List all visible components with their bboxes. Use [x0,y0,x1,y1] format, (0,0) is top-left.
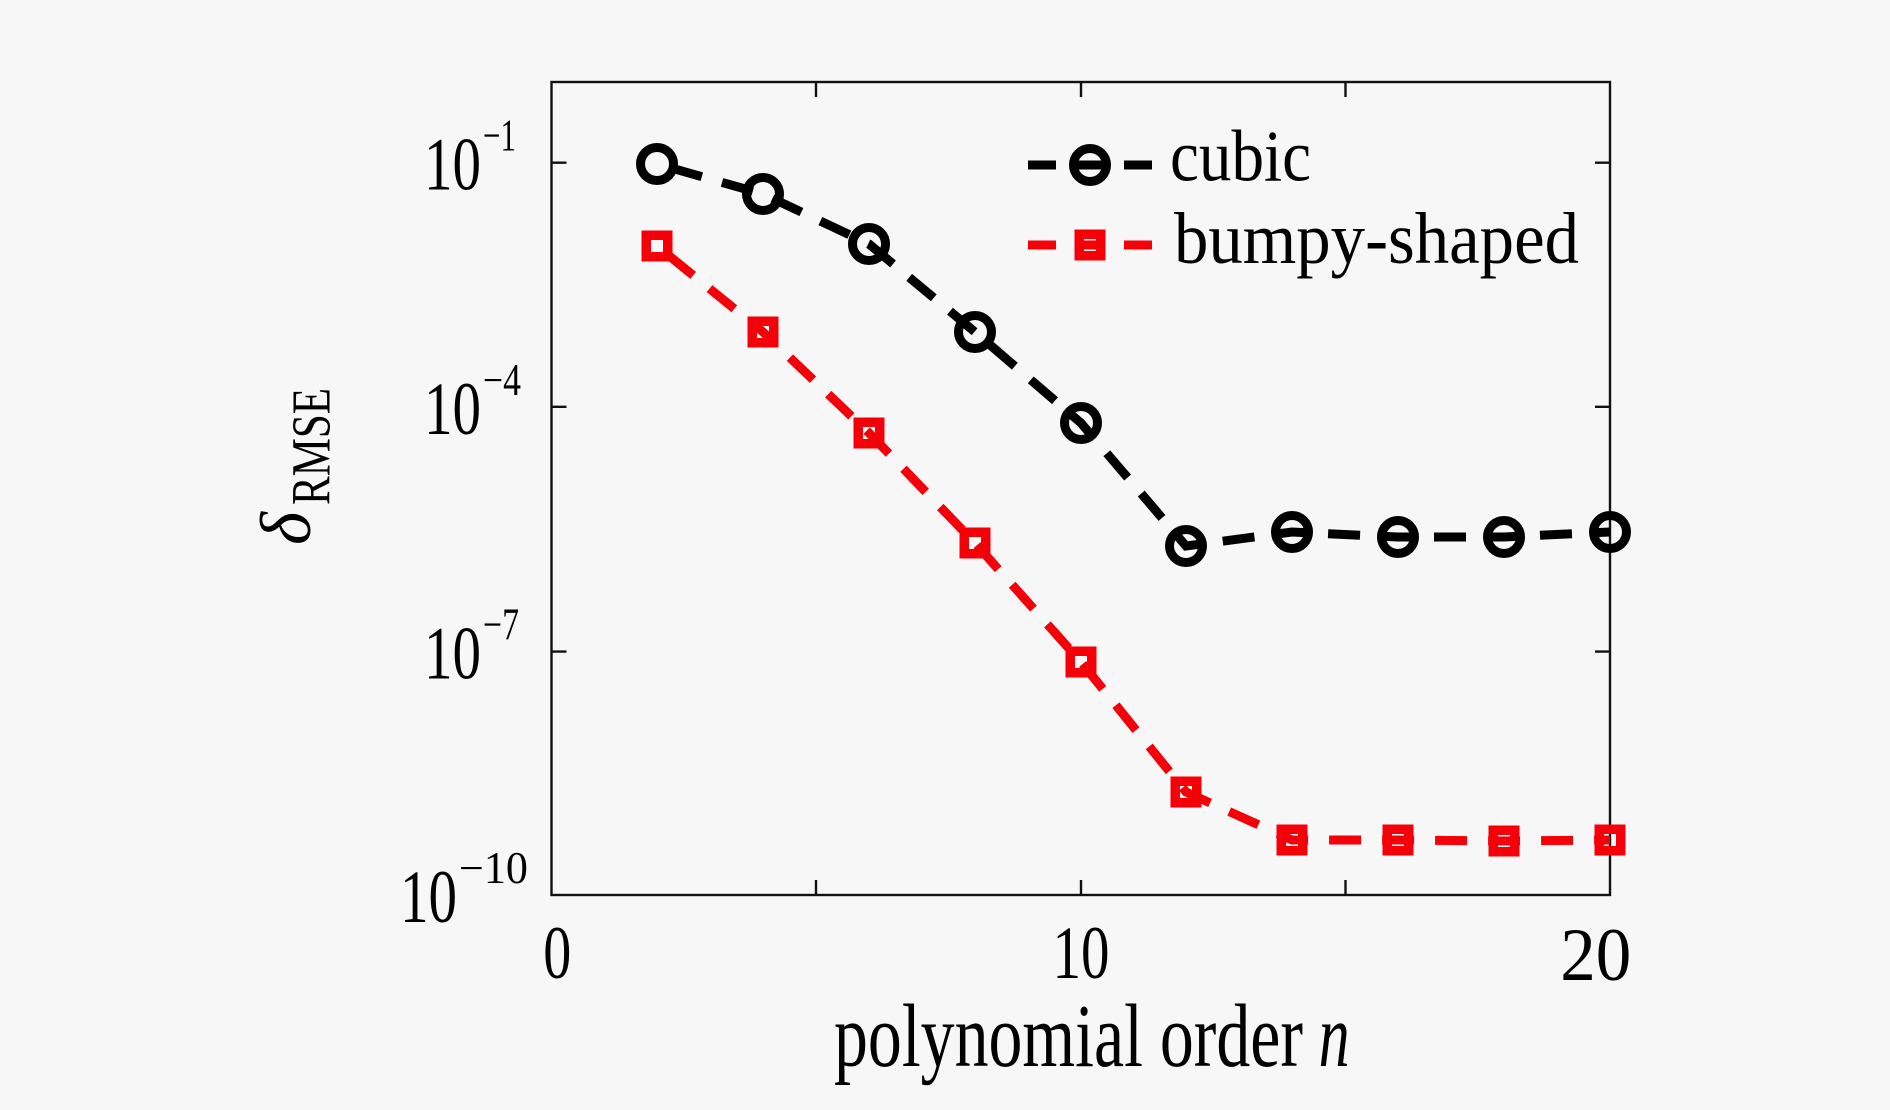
svg-text:−10: −10 [459,843,528,893]
svg-text:−1: −1 [483,111,516,161]
svg-text:10: 10 [424,613,481,696]
svg-text:bumpy-shaped: bumpy-shaped [1174,198,1579,279]
svg-text:−7: −7 [483,600,519,650]
svg-text:polynomial order: polynomial order [834,987,1303,1086]
svg-text:0: 0 [543,912,571,995]
svg-text:10: 10 [400,856,457,939]
svg-text:10: 10 [1053,912,1110,995]
svg-text:δ: δ [246,510,326,545]
svg-text:n: n [1319,987,1350,1086]
svg-text:−4: −4 [483,355,521,405]
svg-text:cubic: cubic [1170,116,1311,197]
svg-text:RMSE: RMSE [280,388,341,505]
svg-text:10: 10 [424,124,481,207]
svg-text:20: 20 [1560,914,1631,997]
svg-text:10: 10 [424,368,481,451]
